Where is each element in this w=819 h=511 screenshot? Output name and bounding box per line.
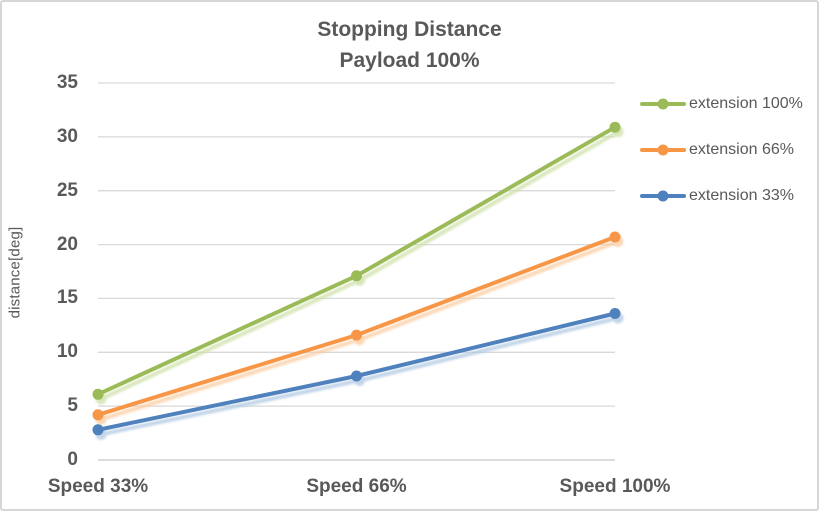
legend-item: extension 100% bbox=[639, 93, 803, 115]
legend-swatch-icon bbox=[640, 144, 686, 156]
legend-swatch-icon bbox=[640, 98, 686, 110]
x-axis-label: Speed 100% bbox=[559, 476, 671, 497]
data-point bbox=[92, 424, 104, 436]
legend-item: extension 33% bbox=[639, 185, 803, 207]
chart-title: Stopping Distance Payload 100% bbox=[2, 14, 817, 76]
y-tick-label: 20 bbox=[56, 233, 78, 255]
legend-item: extension 66% bbox=[639, 139, 803, 161]
y-tick-label: 10 bbox=[56, 341, 78, 363]
chart-title-line-2: Payload 100% bbox=[339, 49, 480, 72]
y-tick-label: 35 bbox=[56, 72, 78, 93]
data-point bbox=[351, 270, 362, 282]
y-tick-label: 15 bbox=[56, 287, 78, 309]
legend-label: extension 33% bbox=[689, 187, 794, 204]
y-tick-label: 5 bbox=[67, 395, 78, 417]
series-extension-66- bbox=[92, 231, 621, 421]
y-tick-label: 25 bbox=[56, 179, 78, 201]
y-tick-label: 30 bbox=[56, 125, 78, 147]
series-extension-100- bbox=[92, 121, 621, 400]
legend-swatch-icon bbox=[640, 190, 686, 202]
data-point bbox=[609, 121, 621, 133]
data-point bbox=[351, 370, 362, 382]
data-point bbox=[92, 409, 104, 421]
y-tick-label: 0 bbox=[67, 449, 78, 470]
legend: extension 100% extension 66% extension 33% bbox=[639, 93, 803, 207]
data-point bbox=[609, 308, 621, 319]
legend-label: extension 100% bbox=[689, 95, 803, 112]
legend-label: extension 66% bbox=[689, 141, 794, 158]
x-axis-label: Speed 66% bbox=[306, 476, 407, 497]
data-point bbox=[351, 329, 362, 341]
data-point bbox=[609, 231, 621, 243]
x-axis-label: Speed 33% bbox=[47, 476, 149, 497]
chart-title-line-1: Stopping Distance bbox=[317, 18, 502, 41]
series-extension-33- bbox=[92, 308, 621, 436]
data-point bbox=[92, 388, 104, 400]
